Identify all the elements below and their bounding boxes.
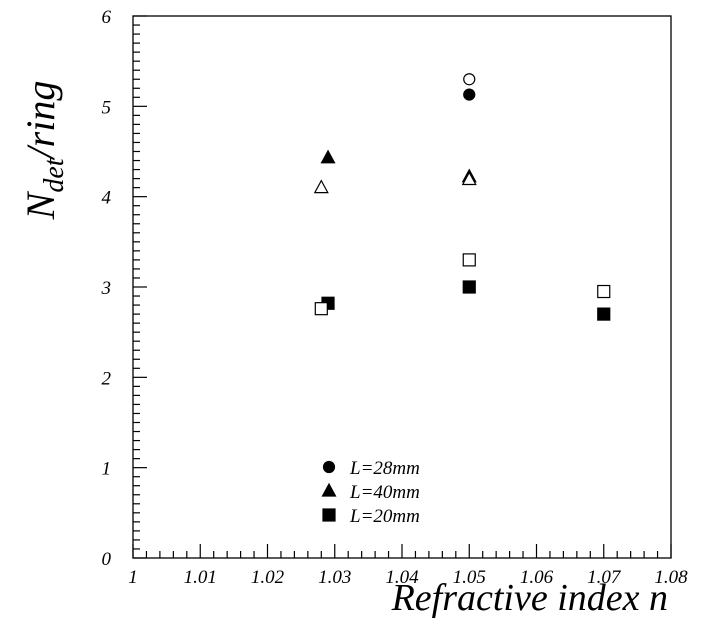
- legend-label: L=20mm: [349, 506, 420, 527]
- x-axis-title: Refractive index n: [391, 577, 668, 619]
- y-tick-label: 6: [102, 7, 112, 28]
- triangle-point-open: [461, 171, 477, 186]
- x-tick-label: 1.03: [318, 567, 351, 588]
- y-tick-label: 4: [102, 188, 112, 209]
- x-tick-label: 1.04: [385, 567, 419, 588]
- square-point-filled: [597, 307, 611, 321]
- y-tick-label: 3: [101, 278, 112, 299]
- legend-label: L=28mm: [349, 458, 420, 479]
- square-point-open: [597, 284, 611, 299]
- square-point-open: [462, 253, 476, 267]
- x-tick-label: 1: [128, 567, 138, 588]
- triangle-point-filled: [320, 149, 336, 164]
- circle-point-open: [463, 73, 476, 86]
- y-tick-label: 2: [102, 368, 112, 389]
- legend-marker-triangle: [321, 482, 337, 497]
- x-tick-label: 1.07: [587, 567, 622, 588]
- x-tick-label: 1.08: [654, 567, 688, 588]
- y-tick-label: 5: [102, 97, 112, 118]
- legend-marker-square: [322, 508, 336, 522]
- x-tick-label: 1.05: [453, 567, 486, 588]
- x-tick-label: 1.01: [184, 567, 217, 588]
- y-axis-title-sub: det: [39, 157, 70, 192]
- legend: L=28mm L=40mm L=20mm: [321, 458, 420, 527]
- legend-marker-circle: [322, 460, 336, 474]
- points-group: [313, 73, 611, 321]
- circle-point-filled: [463, 88, 476, 101]
- y-axis-title: Ndet/ring: [18, 81, 70, 221]
- y-axis-title-main: N: [18, 190, 63, 220]
- x-tick-label: 1.02: [251, 567, 285, 588]
- y-axis-title-rest: /ring: [18, 81, 63, 161]
- square-point-filled: [462, 280, 476, 294]
- x-tick-label: 1.06: [520, 567, 554, 588]
- ticks-group: [132, 15, 672, 559]
- legend-label: L=40mm: [349, 482, 420, 503]
- square-point-open: [314, 302, 328, 316]
- y-tick-label: 1: [102, 459, 112, 480]
- triangle-point-open: [313, 179, 329, 194]
- y-tick-label: 0: [102, 549, 112, 570]
